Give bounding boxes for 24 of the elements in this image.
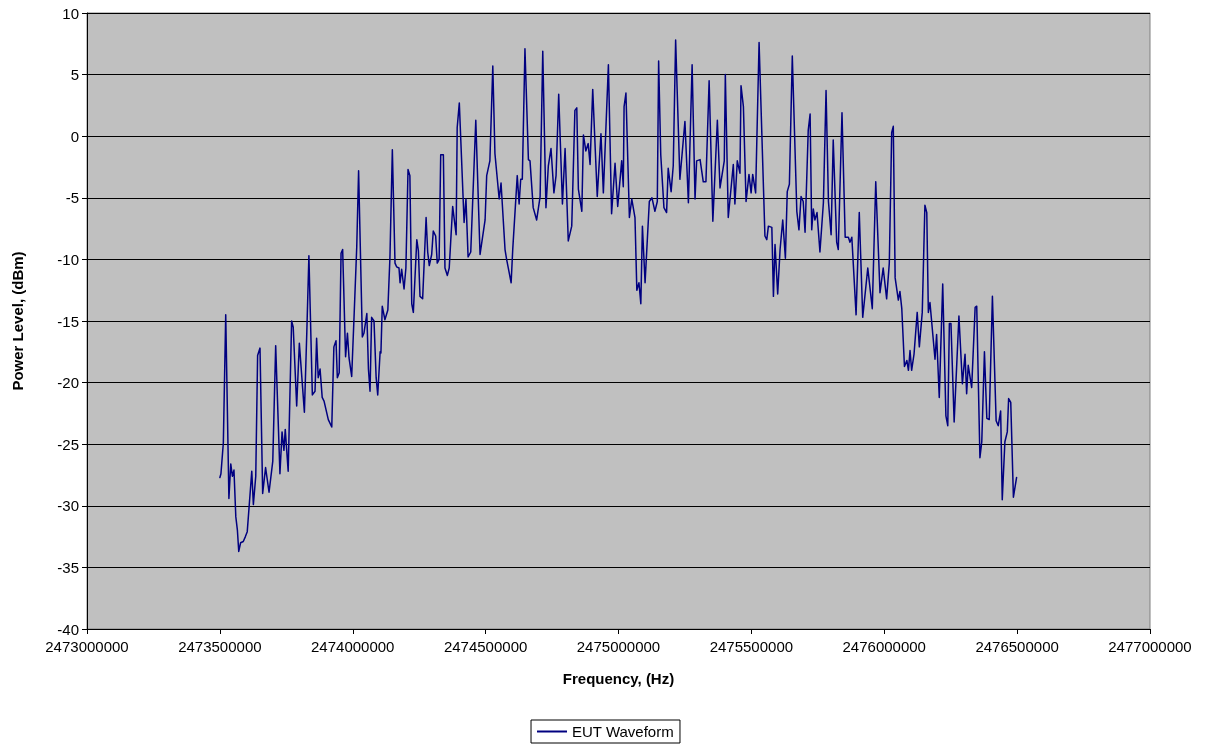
x-tick-label: 2474000000 bbox=[311, 638, 395, 655]
x-axis-title: Frequency, (Hz) bbox=[562, 670, 675, 687]
y-tick-label: 5 bbox=[70, 66, 79, 84]
y-tick-label: 10 bbox=[62, 4, 79, 22]
y-tick-label: -20 bbox=[57, 374, 79, 392]
x-tick-label: 2473500000 bbox=[178, 638, 262, 655]
x-tick-label: 2477000000 bbox=[1108, 638, 1192, 655]
y-tick-label: -15 bbox=[57, 312, 79, 330]
line-series bbox=[219, 39, 1018, 553]
x-tick-label: 2476500000 bbox=[975, 638, 1059, 655]
y-tick-label: -40 bbox=[57, 620, 79, 638]
y-tick-label: -35 bbox=[57, 558, 79, 576]
y-tick-label: -10 bbox=[57, 250, 79, 268]
y-tick-label: 0 bbox=[70, 127, 79, 145]
y-tick-label: -30 bbox=[57, 497, 79, 515]
y-tick-label: -5 bbox=[65, 189, 79, 207]
x-tick-label: 2474500000 bbox=[443, 638, 528, 655]
x-tick-label: 2475000000 bbox=[576, 638, 661, 655]
x-tick-label: 2473000000 bbox=[45, 638, 129, 655]
x-tick-label: 2475500000 bbox=[709, 638, 794, 655]
y-tick-label: -25 bbox=[57, 435, 79, 453]
x-tick-label: 2476000000 bbox=[842, 638, 926, 655]
y-axis-title: Power Level, (dBm) bbox=[9, 251, 26, 391]
legend-label: EUT Waveform bbox=[572, 723, 674, 740]
